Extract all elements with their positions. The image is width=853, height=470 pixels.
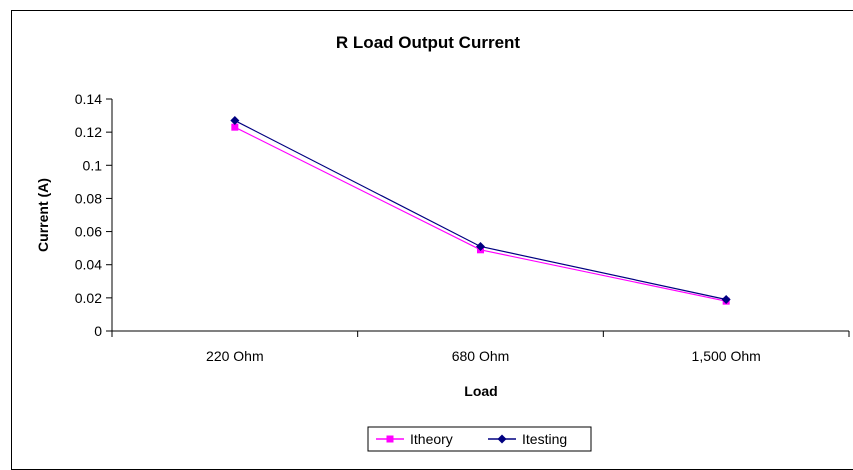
chart-frame [11, 10, 853, 470]
y-tick-label: 0.06 [75, 224, 102, 240]
y-tick-label: 0.04 [75, 257, 102, 273]
data-point-itheory [231, 123, 239, 131]
data-point-itesting [230, 116, 240, 126]
x-axis-title: Load [464, 383, 497, 399]
legend-marker-itesting [497, 434, 507, 444]
y-axis-title: Current (A) [35, 178, 51, 252]
y-tick-label: 0.08 [75, 190, 102, 206]
y-tick-label: 0.12 [75, 124, 102, 140]
x-tick-label: 680 Ohm [452, 348, 510, 364]
legend: Itheory Itesting [367, 426, 592, 452]
legend-marker-itheory [386, 435, 394, 443]
data-point-itesting [721, 295, 731, 305]
legend-label-itesting: Itesting [522, 431, 567, 447]
x-tick-label: 1,500 Ohm [692, 348, 761, 364]
chart-title: R Load Output Current [336, 33, 520, 52]
y-tick-label: 0.02 [75, 290, 102, 306]
line-chart: R Load Output Current Current (A) Load 0… [35, 33, 850, 452]
legend-label-itheory: Itheory [410, 431, 453, 447]
legend-box [367, 426, 592, 452]
series-line-itesting [234, 120, 727, 301]
plot-area: 0 0.02 0.04 0.06 0.08 0.1 0.12 0.14 220 Ohm 680 O… [75, 91, 850, 364]
y-tick-label: 0.1 [83, 157, 103, 173]
y-tick-label: 0 [94, 323, 102, 339]
series-line-itheory [234, 126, 727, 302]
y-tick-label: 0.14 [75, 91, 102, 107]
data-point-itesting [476, 241, 485, 251]
x-tick-label: 220 Ohm [206, 348, 264, 364]
